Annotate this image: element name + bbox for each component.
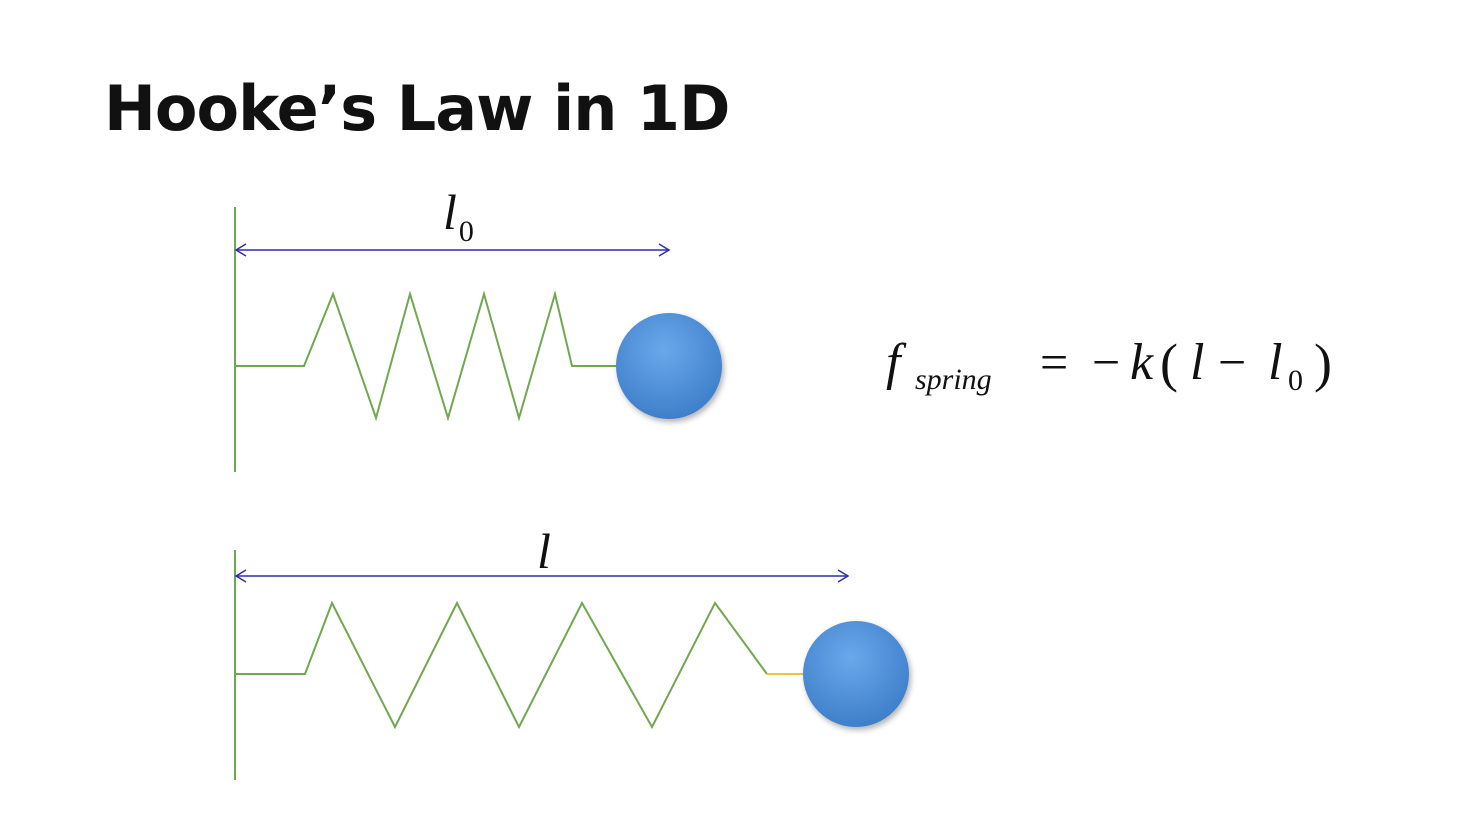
- equation-equals: =: [1040, 334, 1068, 390]
- rest-arrow-head-left: [234, 243, 247, 257]
- stretched-arrow-head-right: [837, 569, 850, 583]
- equation-f-subscript: spring: [915, 363, 992, 396]
- equation-minus: −: [1092, 334, 1120, 390]
- stretched-arrow-head-left: [234, 569, 247, 583]
- equation-l: l: [1190, 334, 1204, 391]
- equation-l0-base: l: [1268, 334, 1282, 391]
- hookes-law-equation: f spring = − k ( l − l 0 ): [886, 333, 1332, 397]
- equation-l0-subscript: 0: [1288, 364, 1303, 397]
- equation-open-paren: (: [1160, 333, 1178, 393]
- rest-arrow-head-right: [658, 243, 671, 257]
- rest-diagram: l0: [234, 184, 722, 472]
- equation-k: k: [1130, 334, 1154, 391]
- rest-length-subscript: 0: [459, 215, 474, 248]
- stretched-diagram: l: [234, 523, 909, 780]
- slide-title: Hooke’s Law in 1D: [104, 72, 731, 145]
- equation-f: f: [886, 334, 907, 391]
- equation-minus-2: −: [1218, 334, 1246, 390]
- stretched-length-label: l: [537, 523, 551, 579]
- rest-length-symbol: l: [443, 184, 457, 240]
- stretched-length-arrow: [234, 569, 850, 583]
- rest-spring: [235, 290, 617, 422]
- stretched-spring: [235, 600, 768, 730]
- rest-length-label: l0: [443, 184, 474, 248]
- equation-close-paren: ): [1314, 333, 1332, 393]
- stretched-length-symbol: l: [537, 523, 551, 579]
- rest-length-arrow: [234, 243, 671, 257]
- rest-mass-ball: [616, 313, 722, 419]
- stretched-mass-ball: [803, 621, 909, 727]
